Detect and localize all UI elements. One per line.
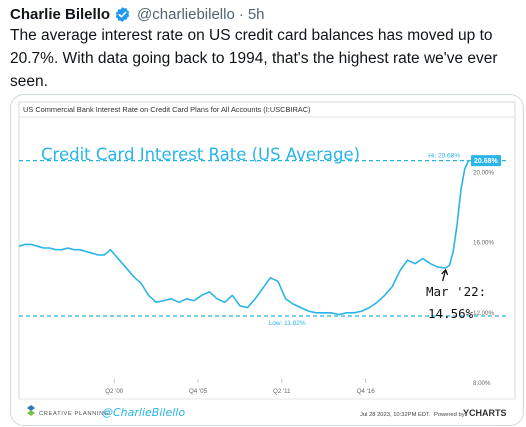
tweet-header: Charlie Bilello @charliebilello · 5h xyxy=(10,4,265,24)
y-tick-label: 16.00% xyxy=(473,240,494,247)
footer-timestamp: Jul 28 2023, 10:32PM EDT. xyxy=(360,412,431,418)
x-tick-label: Q4 '05 xyxy=(189,388,208,395)
author-name[interactable]: Charlie Bilello xyxy=(10,5,111,23)
hi-label: Hi: 20.68% xyxy=(428,153,460,160)
x-tick-label: Q2 '00 xyxy=(105,388,124,395)
tweet-text: The average interest rate on US credit c… xyxy=(10,27,498,90)
ycharts-logo: YCHARTS xyxy=(463,408,507,418)
y-tick-label: 12.00% xyxy=(473,310,494,317)
chart-frame xyxy=(18,101,516,400)
annotation-date: Mar '22: xyxy=(426,284,486,299)
footer-powered: Powered by xyxy=(434,412,465,418)
annotation-arrow xyxy=(441,268,449,282)
x-tick-label: Q4 '16 xyxy=(357,388,376,395)
tweet-time[interactable]: 5h xyxy=(247,5,265,23)
annotation-value: 14.56% xyxy=(428,306,474,321)
footer-brand: CREATIVE PLANNING xyxy=(39,411,109,417)
x-tick-label: Q2 '11 xyxy=(273,388,291,395)
verified-badge-icon xyxy=(115,6,130,22)
author-handle[interactable]: @charliebilello xyxy=(137,5,235,23)
separator-dot: · xyxy=(238,5,244,23)
chart: US Commercial Bank Interest Rate on Cred… xyxy=(18,101,516,419)
chart-header: US Commercial Bank Interest Rate on Cred… xyxy=(23,105,311,114)
creative-planning-logo-icon xyxy=(27,405,35,416)
last-value-badge xyxy=(471,155,501,167)
series-line xyxy=(18,160,470,316)
last-value-label: 20.68% xyxy=(474,158,499,165)
y-tick-label: 8.00% xyxy=(473,380,491,387)
chart-title: Credit Card Interest Rate (US Average) xyxy=(41,145,360,164)
footer-signature: @CharlieBilello xyxy=(102,406,185,419)
y-tick-label: 20.00% xyxy=(473,170,494,177)
x-axis-ticks: Q2 '00 Q4 '05 Q2 '11 Q4 '16 xyxy=(105,379,375,395)
low-label: Low: 11.82% xyxy=(269,320,306,327)
tweet-media-chart[interactable]: US Commercial Bank Interest Rate on Cred… xyxy=(10,94,524,426)
y-axis-ticks: 8.00% 12.00% 16.00% 20.00% xyxy=(473,170,494,387)
